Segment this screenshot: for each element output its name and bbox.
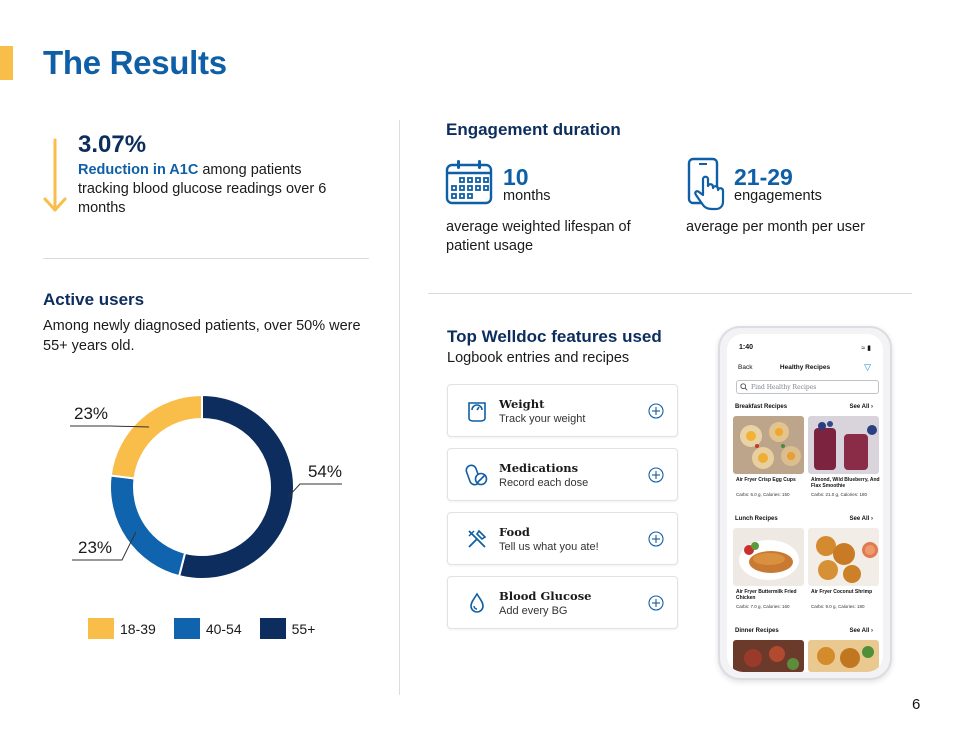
add-icon[interactable] <box>648 403 664 419</box>
feature-subtitle: Add every BG <box>499 605 568 617</box>
engagement-count-number: 21-29 <box>734 164 793 190</box>
recipe-image-coconut-shrimp[interactable] <box>808 528 879 586</box>
add-icon[interactable] <box>648 595 664 611</box>
a1c-value: 3.07% <box>78 131 147 158</box>
section-title: Dinner Recipes <box>735 628 779 634</box>
engagement-months-desc: average weighted lifespan of patient usa… <box>446 219 631 254</box>
legend-item-18-39: 18-39 <box>88 618 156 639</box>
see-all-label: See All <box>849 404 870 410</box>
recipe-image-egg-cups[interactable] <box>733 416 804 474</box>
recipe-nutrition: Carbs: 21.0 g, Calories: 180 <box>811 492 868 497</box>
active-users-subtitle: Among newly diagnosed patients, over 50%… <box>43 318 361 354</box>
add-icon[interactable] <box>648 531 664 547</box>
legend-label: 55+ <box>291 620 316 637</box>
slice-label-40-54: 23% <box>78 538 112 557</box>
legend-label: 18-39 <box>120 620 156 637</box>
add-icon[interactable] <box>648 467 664 483</box>
recipe-search-input[interactable]: Find Healthy Recipes <box>736 380 879 394</box>
legend-item-55+: 55+ <box>259 618 316 639</box>
features-heading: Top Welldoc features used <box>447 327 662 346</box>
feature-card-medications[interactable]: Medications Record each dose <box>447 448 678 501</box>
arrow-down-icon <box>43 138 67 212</box>
accent-bar <box>0 46 13 80</box>
engagement-months-number: 10 <box>503 164 529 190</box>
donut-slice-18-39 <box>109 393 203 480</box>
recipe-image-smoothie[interactable] <box>808 416 879 474</box>
leader-line <box>70 425 150 428</box>
search-placeholder: Find Healthy Recipes <box>751 384 817 391</box>
search-icon <box>740 383 748 391</box>
chart-legend: 18-39 40-54 55+ <box>88 618 315 639</box>
feature-title: Medications <box>499 461 579 475</box>
see-all-label: See All <box>849 516 870 522</box>
utensils-icon <box>468 529 487 548</box>
active-users-heading: Active users <box>43 290 145 309</box>
recipe-image-dinner-1[interactable] <box>733 640 804 672</box>
calendar-icon <box>445 160 493 205</box>
feature-card-blood-glucose[interactable]: Blood Glucose Add every BG <box>447 576 678 629</box>
phone-screen-title: Healthy Recipes <box>779 364 831 371</box>
back-button[interactable]: Back <box>738 364 753 371</box>
scale-icon <box>468 402 486 422</box>
legend-label: 40-54 <box>205 620 242 637</box>
recipe-nutrition: Carbs: 6.0 g, Calories: 150 <box>736 492 790 497</box>
left-divider <box>43 258 369 259</box>
age-donut-chart: 23% 23% 54% <box>70 393 342 580</box>
recipe-name: Air Fryer Crisp Egg Cups <box>736 477 796 483</box>
see-all-link[interactable]: See All › <box>849 404 873 410</box>
engagement-months-unit: months <box>503 188 551 204</box>
recipe-nutrition: Carbs: 9.0 g, Calories: 180 <box>811 604 865 609</box>
a1c-highlight: Reduction in A1C <box>78 162 199 178</box>
legend-item-40-54: 40-54 <box>173 618 242 639</box>
recipe-name: Air Fryer Coconut Shrimp <box>811 589 873 595</box>
phone-screen: 1:40 ≈ ▮ Back Healthy Recipes ▽ Find Hea… <box>727 334 883 672</box>
see-all-link[interactable]: See All › <box>849 628 873 634</box>
right-divider <box>428 293 912 294</box>
donut-slice-55+ <box>177 393 295 580</box>
phone-mockup: 1:40 ≈ ▮ Back Healthy Recipes ▽ Find Hea… <box>718 326 892 680</box>
status-icons: ≈ ▮ <box>861 345 871 352</box>
phone-time: 1:40 <box>739 344 754 351</box>
features-subtitle: Logbook entries and recipes <box>447 350 630 366</box>
section-title: Lunch Recipes <box>735 516 778 522</box>
donut-slice-40-54 <box>109 474 187 578</box>
legend-swatch <box>173 618 200 639</box>
engagement-heading: Engagement duration <box>446 120 621 139</box>
drop-icon <box>470 592 484 613</box>
feature-subtitle: Record each dose <box>499 477 589 489</box>
feature-title: Weight <box>499 397 545 411</box>
vertical-divider <box>399 120 400 695</box>
feature-title: Blood Glucose <box>499 589 592 603</box>
recipe-nutrition: Carbs: 7.0 g, Calories: 160 <box>736 604 790 609</box>
feature-card-weight[interactable]: Weight Track your weight <box>447 384 678 437</box>
engagement-count-unit: engagements <box>734 188 822 204</box>
page-number: 6 <box>912 696 921 713</box>
feature-title: Food <box>499 525 530 539</box>
recipe-name: Air Fryer Buttermilk Fried Chicken <box>736 589 797 601</box>
feature-subtitle: Track your weight <box>499 413 586 425</box>
a1c-text: among patients tracking blood glucose re… <box>78 162 327 216</box>
recipe-image-fried-chicken[interactable] <box>733 528 804 586</box>
slice-label-55+: 54% <box>308 462 342 481</box>
page-title: The Results <box>43 44 227 81</box>
feature-card-food[interactable]: Food Tell us what you ate! <box>447 512 678 565</box>
leader-line <box>286 483 342 499</box>
recipe-image-dinner-2[interactable] <box>808 640 879 672</box>
section-title: Breakfast Recipes <box>735 404 788 410</box>
filter-icon[interactable]: ▽ <box>864 362 871 372</box>
leader-line <box>72 531 137 561</box>
see-all-link[interactable]: See All › <box>849 516 873 522</box>
recipe-name: Almond, Wild Blueberry, And Flax Smoothi… <box>811 477 880 489</box>
see-all-label: See All <box>849 628 870 634</box>
phone-touch-icon <box>687 157 725 211</box>
engagement-count-desc: average per month per user <box>686 219 865 235</box>
feature-subtitle: Tell us what you ate! <box>499 541 599 553</box>
pill-icon <box>465 464 488 486</box>
slice-label-18-39: 23% <box>74 404 108 423</box>
a1c-description: Reduction in A1C among patients tracking… <box>78 161 338 218</box>
legend-swatch <box>259 618 286 639</box>
legend-swatch <box>88 618 114 639</box>
